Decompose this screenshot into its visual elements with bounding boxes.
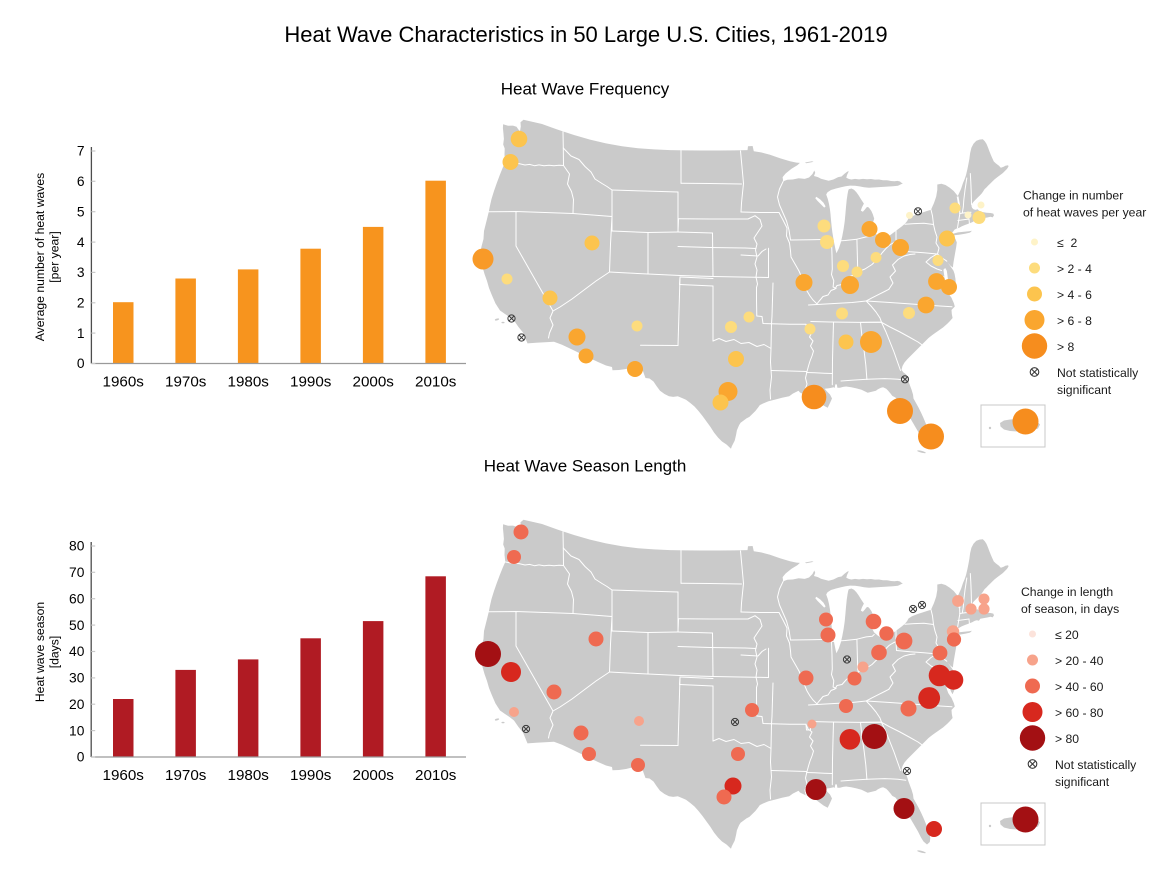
svg-text:[per year]: [per year] <box>48 231 62 282</box>
svg-text:1960s: 1960s <box>103 767 145 784</box>
svg-text:of season, in days: of season, in days <box>1021 602 1119 616</box>
svg-text:≤ 20: ≤ 20 <box>1055 628 1079 642</box>
svg-text:5: 5 <box>77 204 85 219</box>
svg-text:Heat wave season: Heat wave season <box>33 602 47 702</box>
svg-text:2000s: 2000s <box>353 767 395 784</box>
svg-text:2000s: 2000s <box>353 374 395 391</box>
svg-text:2010s: 2010s <box>415 374 457 391</box>
svg-text:Not statistically: Not statistically <box>1055 758 1137 772</box>
svg-text:1980s: 1980s <box>228 767 270 784</box>
svg-text:> 2 - 4: > 2 - 4 <box>1057 262 1092 276</box>
svg-text:7: 7 <box>77 144 85 159</box>
svg-text:0: 0 <box>77 750 85 765</box>
svg-text:> 4 - 6: > 4 - 6 <box>1057 288 1092 302</box>
svg-text:2: 2 <box>77 296 85 311</box>
svg-text:40: 40 <box>69 644 85 659</box>
svg-text:20: 20 <box>69 697 85 712</box>
svg-text:30: 30 <box>69 671 85 686</box>
svg-text:2010s: 2010s <box>415 767 457 784</box>
svg-text:> 6 - 8: > 6 - 8 <box>1057 314 1092 328</box>
svg-text:1960s: 1960s <box>103 374 145 391</box>
svg-text:> 20 - 40: > 20 - 40 <box>1055 654 1104 668</box>
svg-text:3: 3 <box>77 265 85 280</box>
svg-text:significant: significant <box>1057 383 1112 397</box>
svg-text:1970s: 1970s <box>165 374 207 391</box>
svg-text:Not statistically: Not statistically <box>1057 366 1139 380</box>
svg-text:70: 70 <box>69 565 85 580</box>
svg-text:60: 60 <box>69 591 85 606</box>
svg-text:50: 50 <box>69 618 85 633</box>
svg-text:1990s: 1990s <box>290 767 332 784</box>
svg-text:Change in number: Change in number <box>1023 189 1123 203</box>
svg-text:Change in length: Change in length <box>1021 585 1113 599</box>
svg-text:Heat Wave Characteristics in 5: Heat Wave Characteristics in 50 Large U.… <box>284 22 887 47</box>
svg-text:> 8: > 8 <box>1057 340 1075 354</box>
svg-text:of heat waves per year: of heat waves per year <box>1023 206 1146 220</box>
svg-text:significant: significant <box>1055 775 1110 789</box>
svg-text:1980s: 1980s <box>228 374 270 391</box>
svg-text:1: 1 <box>77 326 85 341</box>
svg-text:[days]: [days] <box>48 636 62 669</box>
svg-text:6: 6 <box>77 174 85 189</box>
svg-text:> 60 - 80: > 60 - 80 <box>1055 706 1104 720</box>
svg-text:Average number of heat waves: Average number of heat waves <box>33 173 47 341</box>
svg-text:80: 80 <box>69 539 85 554</box>
svg-text:Heat Wave Frequency: Heat Wave Frequency <box>501 80 670 99</box>
svg-text:Heat Wave Season Length: Heat Wave Season Length <box>484 457 687 476</box>
svg-text:1970s: 1970s <box>165 767 207 784</box>
svg-text:≤ 2: ≤ 2 <box>1057 236 1077 250</box>
svg-text:> 80: > 80 <box>1055 732 1079 746</box>
svg-text:> 40 - 60: > 40 - 60 <box>1055 680 1104 694</box>
svg-text:1990s: 1990s <box>290 374 332 391</box>
svg-text:0: 0 <box>77 356 85 371</box>
svg-text:10: 10 <box>69 723 85 738</box>
svg-text:4: 4 <box>77 235 85 250</box>
